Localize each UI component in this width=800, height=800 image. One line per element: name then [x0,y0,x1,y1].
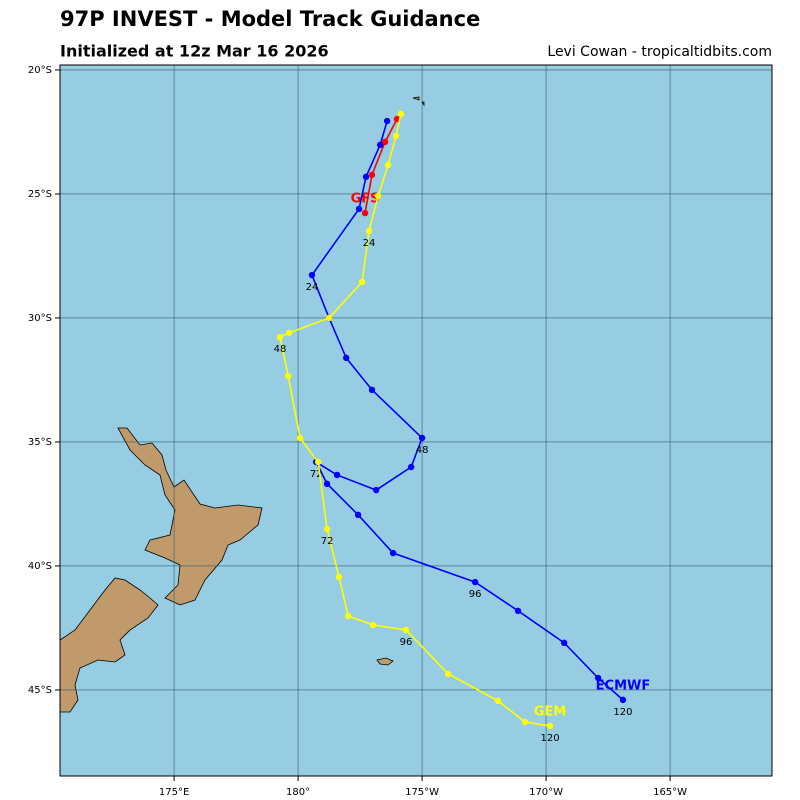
track-point [619,696,627,704]
track-point [392,132,400,140]
track-point [285,329,293,337]
x-tick-label: 175°W [405,787,439,798]
track-point [389,549,397,557]
track-point [354,511,362,519]
model-name: GEM [534,704,567,719]
x-tick-label: 175°E [159,787,189,798]
track-point [365,227,373,235]
track-point [546,722,554,730]
track-point [284,372,292,380]
track-point [342,354,350,362]
track-point [418,434,426,442]
track-point [594,674,602,682]
track-point [361,209,369,217]
track-point [471,578,479,586]
track-point [521,718,529,726]
forecast-hour-label: 24 [306,282,319,293]
ocean [60,65,772,776]
track-point [314,458,322,466]
track-point [381,138,389,146]
track-point [355,205,363,213]
y-tick-label: 45°S [28,685,52,696]
track-point [494,697,502,705]
model-name: GFS [351,192,380,207]
forecast-hour-label: 48 [416,445,429,456]
track-point [335,573,343,581]
track-point [323,525,331,533]
kermadec-islands [412,96,425,107]
track-point [362,173,370,181]
frame [59,64,773,777]
track-point [325,314,333,322]
credit: Levi Cowan - tropicaltidbits.com [547,44,772,60]
track-point [333,471,341,479]
track-point [296,434,304,442]
track-point [368,171,376,179]
forecast-hour-label: 72 [321,536,334,547]
forecast-hour-label: 24 [363,238,376,249]
model-name: ECMWF [596,678,651,693]
forecast-hour-label: 96 [469,589,482,600]
chatham-island [376,657,394,666]
track-point [383,117,391,125]
forecast-hour-label: 120 [613,707,632,718]
track-point [358,278,366,286]
track-point [402,626,410,634]
track-point [344,612,352,620]
track-point [368,386,376,394]
track-point [384,161,392,169]
x-tick-label: 170°W [529,787,563,798]
track-point [407,463,415,471]
track-point [560,639,568,647]
track-point [276,333,284,341]
south-island [59,577,159,713]
track-line [364,118,398,214]
x-tick-label: 165°W [653,787,687,798]
track-point [372,486,380,494]
track-point [514,607,522,615]
track-point [397,110,405,118]
y-tick-label: 20°S [28,65,52,76]
track-point [376,141,384,149]
y-tick-label: 25°S [28,189,52,200]
title: 97P INVEST - Model Track Guidance [60,7,480,31]
forecast-hour-label: 120 [540,733,559,744]
track-point [393,115,401,123]
forecast-hour-label: 72 [310,469,323,480]
track-point [323,480,331,488]
forecast-hour-label: 96 [400,637,413,648]
x-tick-label: 180° [286,787,310,798]
track-point [374,192,382,200]
forecast-hour-label: 48 [274,344,287,355]
track-point [444,670,452,678]
y-tick-label: 35°S [28,437,52,448]
track-point [369,621,377,629]
y-tick-label: 40°S [28,561,52,572]
track-point [308,271,316,279]
subtitle: Initialized at 12z Mar 16 2026 [60,42,329,61]
y-tick-label: 30°S [28,313,52,324]
plot-layer: GFS 24 48 72 96 120 ECMWF 24 48 72 96 120 GEM [60,65,772,776]
